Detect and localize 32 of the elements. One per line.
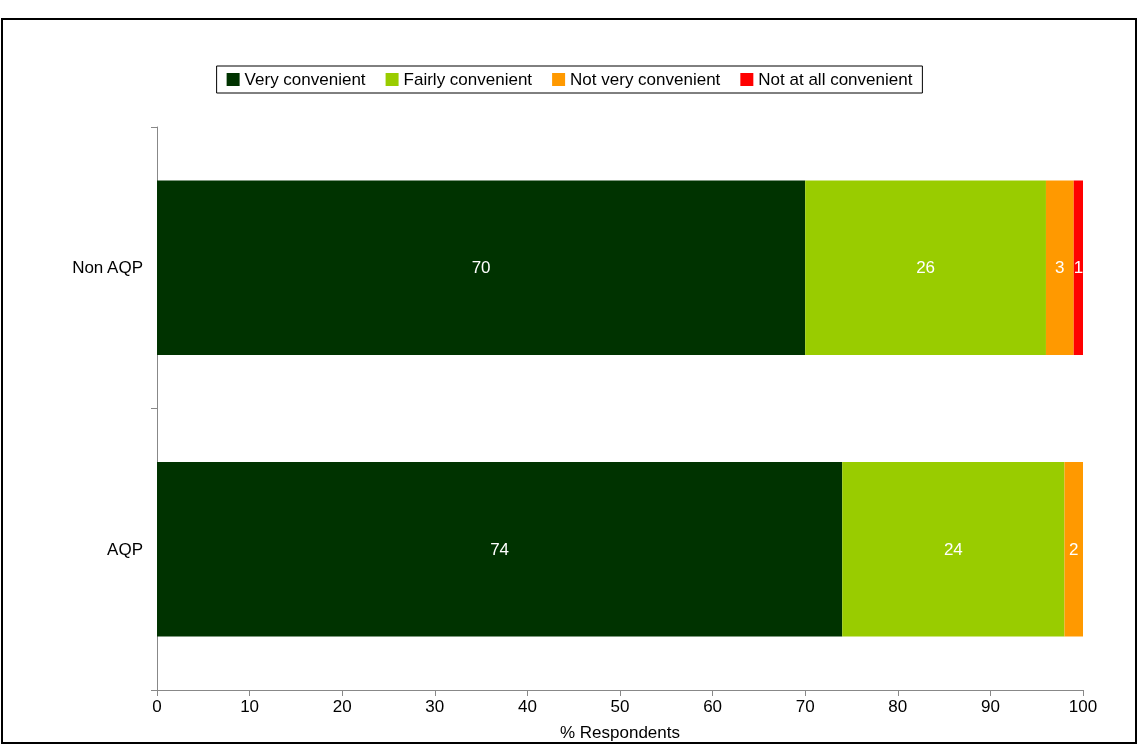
y-tick-label: Non AQP [72,258,143,278]
x-tick-label: 0 [152,697,162,716]
bar [842,461,1065,637]
x-tick-label: 20 [332,697,352,716]
data-label: 3 [1055,258,1065,278]
x-tick-label: 50 [610,697,630,716]
x-tick-label: 30 [425,697,445,716]
legend-label: Fairly convenient [403,70,533,89]
legend-label: Very convenient [244,70,366,89]
bar [1045,180,1074,356]
bar [157,461,843,637]
x-tick-label: 10 [240,697,260,716]
data-label: 26 [916,258,936,278]
bar [805,180,1046,356]
y-tick-label: AQP [107,539,143,559]
x-axis-title: % Respondents [559,723,681,742]
x-tick-label: 90 [980,697,1000,716]
data-label: 74 [490,539,510,559]
data-label: 2 [1069,539,1079,559]
x-tick-label: 40 [517,697,537,716]
x-tick-label: 100 [1068,697,1098,716]
bar [1073,180,1083,356]
bar [1064,461,1083,637]
bar [157,180,806,356]
data-label: 24 [943,539,963,559]
data-label: 1 [1073,258,1084,278]
legend-label: Not very convenient [570,70,721,89]
data-label: 70 [471,258,491,278]
legend-label: Not at all convenient [758,70,913,89]
x-tick-label: 60 [703,697,723,716]
x-tick-label: 70 [795,697,815,716]
x-tick-label: 80 [888,697,908,716]
